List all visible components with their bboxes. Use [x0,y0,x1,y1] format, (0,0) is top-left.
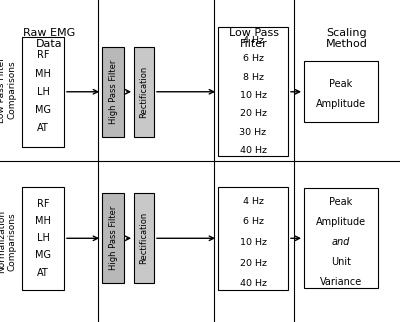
Text: Amplitude: Amplitude [316,99,366,109]
Text: AT: AT [37,268,49,278]
Text: 4 Hz: 4 Hz [242,36,264,45]
Text: 8 Hz: 8 Hz [242,72,264,81]
Text: AT: AT [37,123,49,133]
Text: 40 Hz: 40 Hz [240,279,266,288]
Bar [134,193,154,283]
Text: Scaling
Method: Scaling Method [326,28,368,50]
Text: Low Pass Filter
Comparisons: Low Pass Filter Comparisons [0,57,17,123]
Text: 30 Hz: 30 Hz [240,128,266,137]
Text: High Pass Filter: High Pass Filter [108,206,118,270]
Text: MG: MG [35,251,51,260]
Text: Peak: Peak [329,197,353,207]
Text: 20 Hz: 20 Hz [240,259,266,268]
Bar [218,187,288,290]
Bar [22,187,64,290]
Text: RF: RF [37,50,49,60]
Text: 20 Hz: 20 Hz [240,109,266,118]
Text: and: and [332,237,350,247]
Text: 10 Hz: 10 Hz [240,91,266,100]
Text: MH: MH [35,216,51,226]
Text: Amplitude: Amplitude [316,217,366,227]
Text: Unit: Unit [331,257,351,267]
Text: 4 Hz: 4 Hz [242,197,264,206]
Text: LH: LH [36,87,50,97]
Text: Normalization
Comparisons: Normalization Comparisons [0,210,17,273]
Text: Variance: Variance [320,277,362,287]
Text: 40 Hz: 40 Hz [240,146,266,155]
Text: LH: LH [36,233,50,243]
Bar [304,61,378,122]
Bar [102,193,124,283]
Bar [218,27,288,156]
Text: Rectification: Rectification [140,66,148,118]
Text: Low Pass
Filter: Low Pass Filter [229,28,279,50]
Bar [22,37,64,147]
Bar [304,188,378,288]
Text: MH: MH [35,69,51,79]
Text: Raw EMG
Data: Raw EMG Data [23,28,75,50]
Text: 6 Hz: 6 Hz [242,217,264,226]
Text: Peak: Peak [329,80,353,90]
Text: MG: MG [35,105,51,115]
Bar [102,47,124,137]
Text: Rectification: Rectification [140,212,148,264]
Text: 6 Hz: 6 Hz [242,54,264,63]
Text: High Pass Filter: High Pass Filter [108,60,118,124]
Bar [134,47,154,137]
Text: 10 Hz: 10 Hz [240,238,266,247]
Text: RF: RF [37,199,49,209]
